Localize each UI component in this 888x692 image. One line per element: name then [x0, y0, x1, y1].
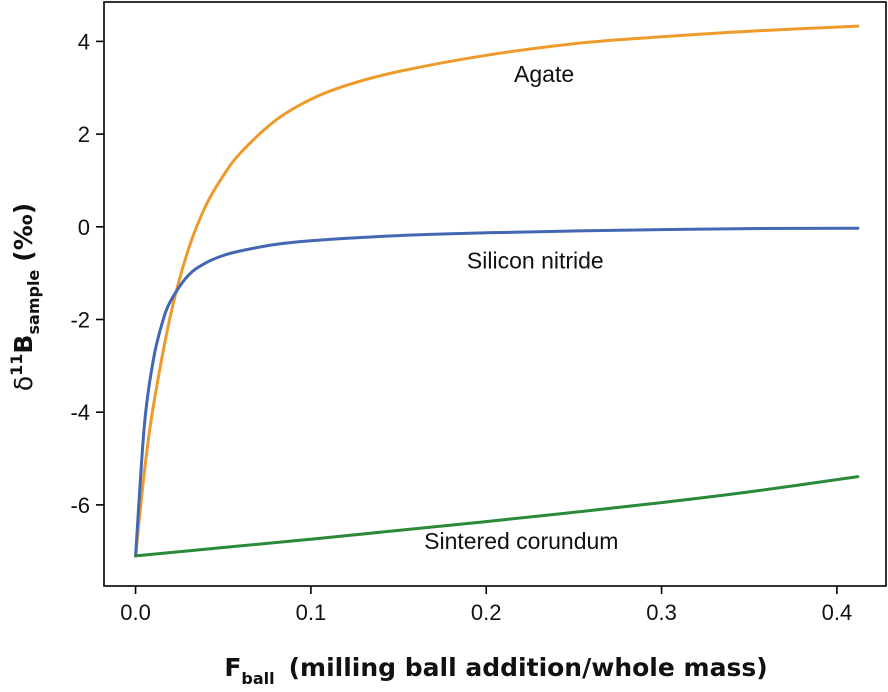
- series-layer: [134, 24, 860, 558]
- series-labels: Agate Silicon nitride Sintered corundum: [424, 61, 618, 554]
- x-axis-title-rest: (milling ball addition/whole mass): [289, 653, 768, 682]
- series-label-agate: Agate: [514, 61, 574, 87]
- series-label-sintered-corundum: Sintered corundum: [424, 528, 618, 554]
- y-axis-title-pre: δ: [9, 376, 38, 391]
- x-tick-label-3: 0.3: [646, 600, 677, 625]
- y-tick-label-3: -2: [70, 307, 90, 332]
- series-line-agate: [134, 24, 860, 558]
- x-tick-label-0: 0.0: [120, 600, 151, 625]
- plot-frame: [103, 1, 887, 587]
- y-tick-label-2: 0: [78, 215, 90, 240]
- x-axis-title: Fball (milling ball addition/whole mass): [224, 653, 767, 688]
- series-line-sintered-corundum: [134, 475, 860, 558]
- y-tick-label-4: -4: [70, 400, 90, 425]
- y-axis-title: δ11Bsample (‰): [7, 203, 43, 391]
- series-label-silicon-nitride: Silicon nitride: [467, 248, 604, 274]
- y-tick-label-0: 4: [78, 29, 90, 54]
- x-tick-label-1: 0.1: [296, 600, 327, 625]
- y-axis-title-sub: sample: [24, 270, 43, 335]
- y-tick-label-5: -6: [70, 493, 90, 518]
- x-axis-title-main: F: [224, 653, 241, 682]
- series-line-silicon-nitride: [134, 226, 860, 558]
- x-axis-title-sub: ball: [241, 669, 274, 688]
- y-axis-title-rest: (‰): [9, 203, 38, 262]
- x-tick-label-4: 0.4: [822, 600, 853, 625]
- axis-ticks: 0.0 0.1 0.2 0.3 0.4 4 2 0 -2 -4 -6: [70, 29, 852, 625]
- y-axis-title-sup: 11: [7, 354, 26, 376]
- y-tick-label-1: 2: [78, 122, 90, 147]
- x-tick-label-2: 0.2: [471, 600, 502, 625]
- y-axis-title-main: B: [9, 335, 38, 354]
